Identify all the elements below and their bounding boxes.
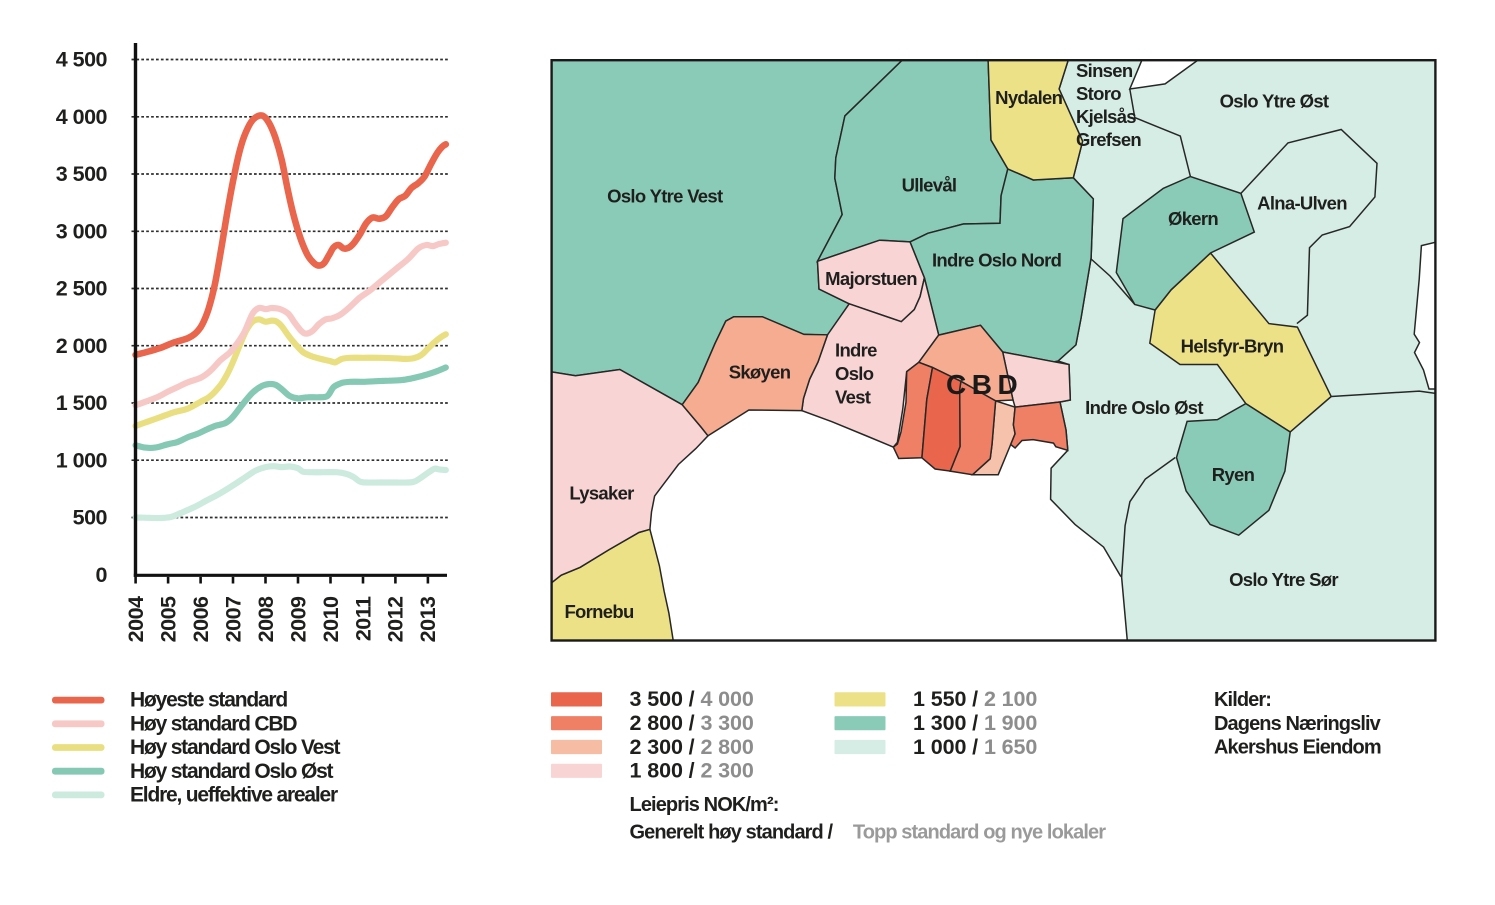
svg-text:2 800 / 3 300: 2 800 / 3 300: [630, 711, 754, 735]
svg-text:Kjelsås: Kjelsås: [1076, 106, 1136, 127]
svg-text:2012: 2012: [384, 596, 408, 642]
svg-text:Høy standard CBD: Høy standard CBD: [130, 712, 297, 735]
svg-text:Indre Oslo Øst: Indre Oslo Øst: [1085, 397, 1203, 418]
svg-text:3 500 / 4 000: 3 500 / 4 000: [630, 687, 754, 711]
svg-text:Sinsen: Sinsen: [1076, 60, 1133, 81]
svg-text:1 300 / 1 900: 1 300 / 1 900: [913, 711, 1037, 735]
svg-text:Fornebu: Fornebu: [564, 601, 633, 622]
svg-text:CBD: CBD: [946, 369, 1023, 400]
svg-text:Majorstuen: Majorstuen: [825, 268, 917, 289]
svg-text:Oslo Ytre Sør: Oslo Ytre Sør: [1229, 569, 1338, 590]
svg-text:2 000: 2 000: [56, 334, 108, 358]
svg-text:Høy standard Oslo Vest: Høy standard Oslo Vest: [130, 736, 341, 759]
svg-text:Oslo Ytre Vest: Oslo Ytre Vest: [607, 185, 723, 206]
svg-text:Skøyen: Skøyen: [729, 362, 791, 383]
svg-text:Akershus Eiendom: Akershus Eiendom: [1214, 737, 1381, 759]
svg-text:Vest: Vest: [835, 387, 871, 408]
svg-text:Oslo Ytre Øst: Oslo Ytre Øst: [1220, 91, 1329, 112]
svg-text:Generelt høy standard / Topp s: Generelt høy standard / Topp standard og…: [630, 822, 1107, 844]
svg-text:1 500: 1 500: [56, 391, 108, 415]
svg-text:1 000 / 1 650: 1 000 / 1 650: [913, 735, 1037, 759]
svg-text:Eldre, ueffektive arealer: Eldre, ueffektive arealer: [130, 784, 338, 807]
svg-text:2004: 2004: [124, 596, 148, 642]
svg-text:Indre Oslo Nord: Indre Oslo Nord: [932, 250, 1062, 271]
svg-text:Oslo: Oslo: [835, 363, 874, 384]
svg-text:Nydalen: Nydalen: [995, 87, 1062, 108]
svg-text:Ullevål: Ullevål: [902, 175, 957, 196]
svg-text:2011: 2011: [351, 596, 375, 641]
svg-text:Ryen: Ryen: [1212, 464, 1255, 485]
svg-text:Helsfyr-Bryn: Helsfyr-Bryn: [1181, 336, 1284, 357]
svg-text:Alna-Ulven: Alna-Ulven: [1257, 193, 1347, 214]
svg-text:Økern: Økern: [1168, 208, 1218, 229]
svg-text:Dagens Næringsliv: Dagens Næringsliv: [1214, 713, 1382, 735]
svg-text:Grefsen: Grefsen: [1076, 129, 1141, 150]
svg-text:1 000: 1 000: [56, 448, 108, 472]
svg-text:3 000: 3 000: [56, 220, 108, 244]
svg-text:Høyeste standard: Høyeste standard: [130, 689, 287, 712]
svg-text:Høy standard Oslo Øst: Høy standard Oslo Øst: [130, 760, 334, 783]
svg-text:Storo: Storo: [1076, 83, 1121, 104]
svg-text:2 300 / 2 800: 2 300 / 2 800: [630, 735, 754, 759]
svg-text:2 500: 2 500: [56, 277, 108, 301]
svg-text:Leiepris NOK/m²:: Leiepris NOK/m²:: [630, 794, 779, 816]
svg-text:0: 0: [96, 563, 108, 587]
svg-text:500: 500: [73, 506, 108, 530]
svg-text:2008: 2008: [254, 596, 278, 642]
svg-text:2009: 2009: [286, 596, 310, 642]
svg-text:Kilder:: Kilder:: [1214, 689, 1271, 711]
svg-text:Indre: Indre: [835, 340, 877, 361]
svg-text:3 500: 3 500: [56, 162, 108, 186]
svg-text:1 550 / 2 100: 1 550 / 2 100: [913, 687, 1037, 711]
svg-text:4 000: 4 000: [56, 105, 108, 129]
svg-text:2013: 2013: [416, 596, 440, 642]
svg-text:2007: 2007: [221, 596, 245, 642]
svg-text:Lysaker: Lysaker: [569, 483, 634, 504]
svg-text:2006: 2006: [189, 596, 213, 642]
svg-text:2010: 2010: [319, 596, 343, 642]
svg-text:1 800 / 2 300: 1 800 / 2 300: [630, 759, 754, 783]
svg-text:4 500: 4 500: [56, 48, 108, 72]
svg-text:2005: 2005: [156, 596, 180, 642]
